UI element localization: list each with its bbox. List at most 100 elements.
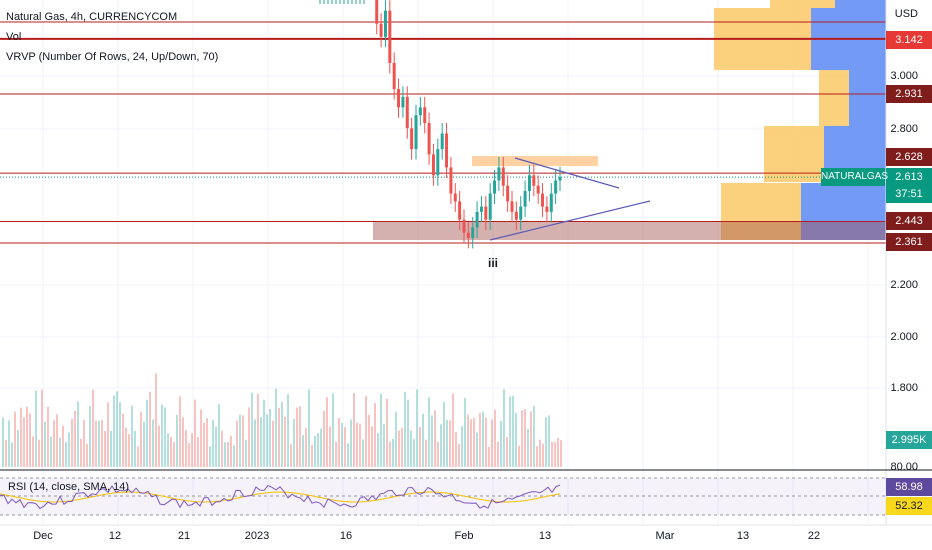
candle-body [554,180,558,194]
candle-body [514,211,518,220]
candle-body [445,133,449,168]
volume-bar [539,439,541,467]
volume-bar [380,393,382,467]
volume-bar [344,427,346,467]
volume-bar [560,440,562,467]
candle-body [405,96,409,129]
volume-bar [554,442,556,467]
volume-bar [557,438,559,467]
candle-body [423,107,427,124]
volume-bar [398,430,400,467]
volume-bar [248,407,250,467]
countdown-badge: 37:51 [886,185,932,203]
volume-bar [302,434,304,467]
volume-bar [497,441,499,467]
candle-body [545,206,549,212]
candle-body [558,177,562,181]
volume-bar [116,391,118,467]
candle-body [449,167,453,194]
candle-body [453,193,457,202]
volume-bar [158,425,160,467]
volume-bar [233,445,235,467]
volume-bar [476,432,478,467]
volume-bar [488,446,490,467]
trendline-upper [514,157,620,189]
volume-bar [2,417,4,467]
volume-bar [503,389,505,467]
volume-bar [170,436,172,467]
candle-body [383,10,387,37]
volume-bar [8,420,10,467]
volume-bar [41,389,43,467]
volume-bar [305,428,307,467]
volume-bar [143,421,145,467]
volume-bar [452,393,454,467]
candle-body [488,193,492,220]
volume-bar [185,430,187,467]
xtick-13b: 13 [736,530,750,542]
legend-rsi: RSI (14, close, SMA, 14) [8,481,130,493]
volume-bar [437,441,439,467]
volume-bar [431,415,433,467]
volume-bar [251,392,253,467]
vp-up-bar [764,126,824,182]
volume-bar [89,406,91,467]
volume-bar [377,433,379,467]
axis-tick-1800: 1.800 [890,382,918,394]
volume-bar [356,422,358,467]
volume-bar [278,407,280,467]
volume-bar [44,421,46,467]
volume-bar [113,395,115,467]
candle-body [436,149,440,176]
volume-bar [71,418,73,467]
candle-body [549,193,553,212]
xtick-22: 22 [807,530,821,542]
volume-bar [512,396,514,467]
volume-bar [83,419,85,467]
volume-bar [350,419,352,467]
volume-bar [38,439,40,467]
volume-bar [347,443,349,467]
candle-body [431,154,435,176]
candle-body [397,89,401,108]
volume-profile [714,0,886,240]
zones [373,156,886,240]
volume-bar [446,420,448,467]
volume-bar [221,430,223,467]
volume-bar [371,426,373,467]
volume-bar [332,393,334,467]
volume-bar [353,392,355,467]
volume-bar [281,401,283,467]
volume-bar [287,394,289,467]
volume-bar [68,432,70,467]
volume-bar [206,418,208,467]
horizontal-levels [0,21,886,244]
candle-body [510,201,514,212]
candle-body [479,206,483,212]
volume-bar [296,407,298,467]
volume-bar [215,426,217,467]
volume-bar [269,408,271,467]
volume-bar [62,425,64,467]
volume-bar [335,441,337,467]
candle-body [536,185,540,194]
candle-body [458,201,462,220]
volume-bar [65,442,67,467]
volume-bar [413,439,415,467]
volume-bar [137,446,139,467]
volume-bar [533,406,535,467]
vp-up-bar [721,183,801,240]
candle-body [532,175,536,186]
volume-bar [386,398,388,467]
volume-bar [341,422,343,467]
xtick-21: 21 [177,530,191,542]
candle-body [471,227,475,238]
trendlines [489,157,651,241]
rsi-pane [0,477,886,516]
volume-bar [140,411,142,467]
volume-bar [419,426,421,467]
volume-bar [95,420,97,467]
volume-bar [11,442,13,467]
volume-bar [482,411,484,467]
